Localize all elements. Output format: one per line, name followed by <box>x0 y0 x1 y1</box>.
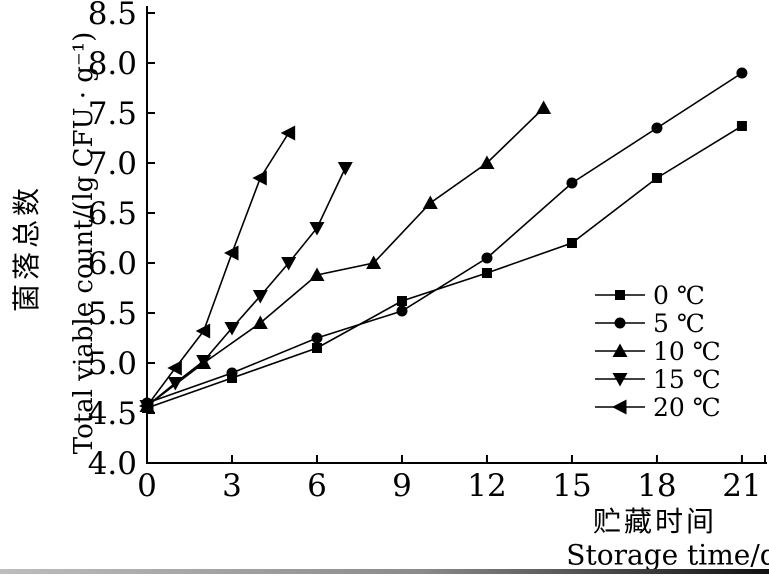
marker-triangle-up <box>309 267 325 281</box>
marker-square <box>615 290 625 300</box>
legend-label: 15 ℃ <box>653 364 721 394</box>
legend-item: 0 ℃ <box>594 281 721 309</box>
marker-triangle-up <box>479 155 495 169</box>
legend-label: 20 ℃ <box>653 392 721 422</box>
marker-triangle-left <box>139 398 154 414</box>
marker-triangle-up <box>536 100 552 114</box>
marker-square <box>736 121 747 131</box>
x-tick-label: 12 <box>467 468 506 504</box>
marker-circle <box>566 177 578 189</box>
series-line-4 <box>146 132 290 407</box>
chart-legend: 0 ℃ 5 ℃ 10 ℃ 15 ℃ 20 ℃ <box>594 281 721 421</box>
marker-triangle-left <box>195 323 211 339</box>
legend-label: 10 ℃ <box>653 336 721 366</box>
marker-square <box>566 238 577 248</box>
legend-item: 10 ℃ <box>594 337 721 365</box>
x-tick-label: 18 <box>637 468 676 504</box>
marker-circle <box>736 67 748 79</box>
y-tick-label: 5.0 <box>88 346 137 382</box>
legend-triangle-down-icon <box>595 373 645 387</box>
legend-triangle-left-icon <box>595 399 645 415</box>
marker-triangle-left <box>612 399 627 415</box>
marker-square <box>311 343 322 353</box>
marker-triangle-up <box>422 195 438 209</box>
marker-circle <box>481 252 493 264</box>
y-tick-label: 6.5 <box>88 196 137 232</box>
marker-triangle-left <box>252 170 267 186</box>
y-tick-label: 6.0 <box>88 246 137 282</box>
marker-triangle-up <box>612 343 628 357</box>
legend-item: 15 ℃ <box>594 365 721 393</box>
marker-circle <box>651 122 663 134</box>
marker-triangle-left <box>167 360 182 376</box>
series-line-0 <box>146 125 743 409</box>
x-axis-label-english: Storage time/d <box>566 538 769 572</box>
legend-square-icon <box>595 290 645 300</box>
legend-item: 5 ℃ <box>594 309 721 337</box>
legend-item: 20 ℃ <box>594 393 721 421</box>
marker-triangle-up <box>366 255 382 269</box>
marker-triangle-left <box>223 245 239 261</box>
marker-triangle-down <box>281 257 297 271</box>
y-axis-label-chinese: 菌落总数 <box>10 183 43 313</box>
marker-circle <box>614 317 626 329</box>
marker-triangle-up <box>252 315 268 329</box>
marker-square <box>651 173 662 183</box>
marker-triangle-down <box>224 322 240 336</box>
marker-triangle-down <box>167 377 183 391</box>
marker-triangle-down <box>309 222 325 236</box>
y-tick-label: 8.5 <box>88 0 137 32</box>
scan-artifact-strip <box>0 569 769 574</box>
x-tick-label: 6 <box>307 468 327 504</box>
marker-square <box>396 296 407 306</box>
legend-label: 0 ℃ <box>653 280 705 310</box>
x-axis-label-chinese: 贮藏时间 <box>592 505 718 538</box>
legend-triangle-up-icon <box>595 343 645 357</box>
y-tick-label: 4.5 <box>88 396 137 432</box>
y-tick-label: 8.0 <box>88 46 137 82</box>
legend-label: 5 ℃ <box>653 308 705 338</box>
series-line-1 <box>146 72 743 404</box>
x-tick-label: 9 <box>392 468 412 504</box>
y-axis-label-english: Total viable count/(lg CFU · g⁻¹) <box>69 31 99 455</box>
x-tick-label: 0 <box>137 468 157 504</box>
x-tick-label: 15 <box>552 468 591 504</box>
marker-circle <box>311 332 323 344</box>
y-tick-label: 5.5 <box>88 296 137 332</box>
x-tick-label: 3 <box>222 468 242 504</box>
y-tick-label: 4.0 <box>88 446 137 482</box>
x-tick-label: 21 <box>722 468 761 504</box>
legend-circle-icon <box>595 317 645 329</box>
series-line-2 <box>146 107 545 407</box>
marker-triangle-down <box>612 373 628 387</box>
marker-circle <box>396 305 408 317</box>
marker-square <box>481 268 492 278</box>
marker-triangle-down <box>196 355 212 369</box>
y-tick-label: 7.0 <box>88 146 137 182</box>
marker-circle <box>226 367 238 379</box>
marker-triangle-down <box>252 290 268 304</box>
y-tick-label: 7.5 <box>88 96 137 132</box>
marker-triangle-left <box>280 125 296 141</box>
marker-triangle-down <box>337 162 353 176</box>
